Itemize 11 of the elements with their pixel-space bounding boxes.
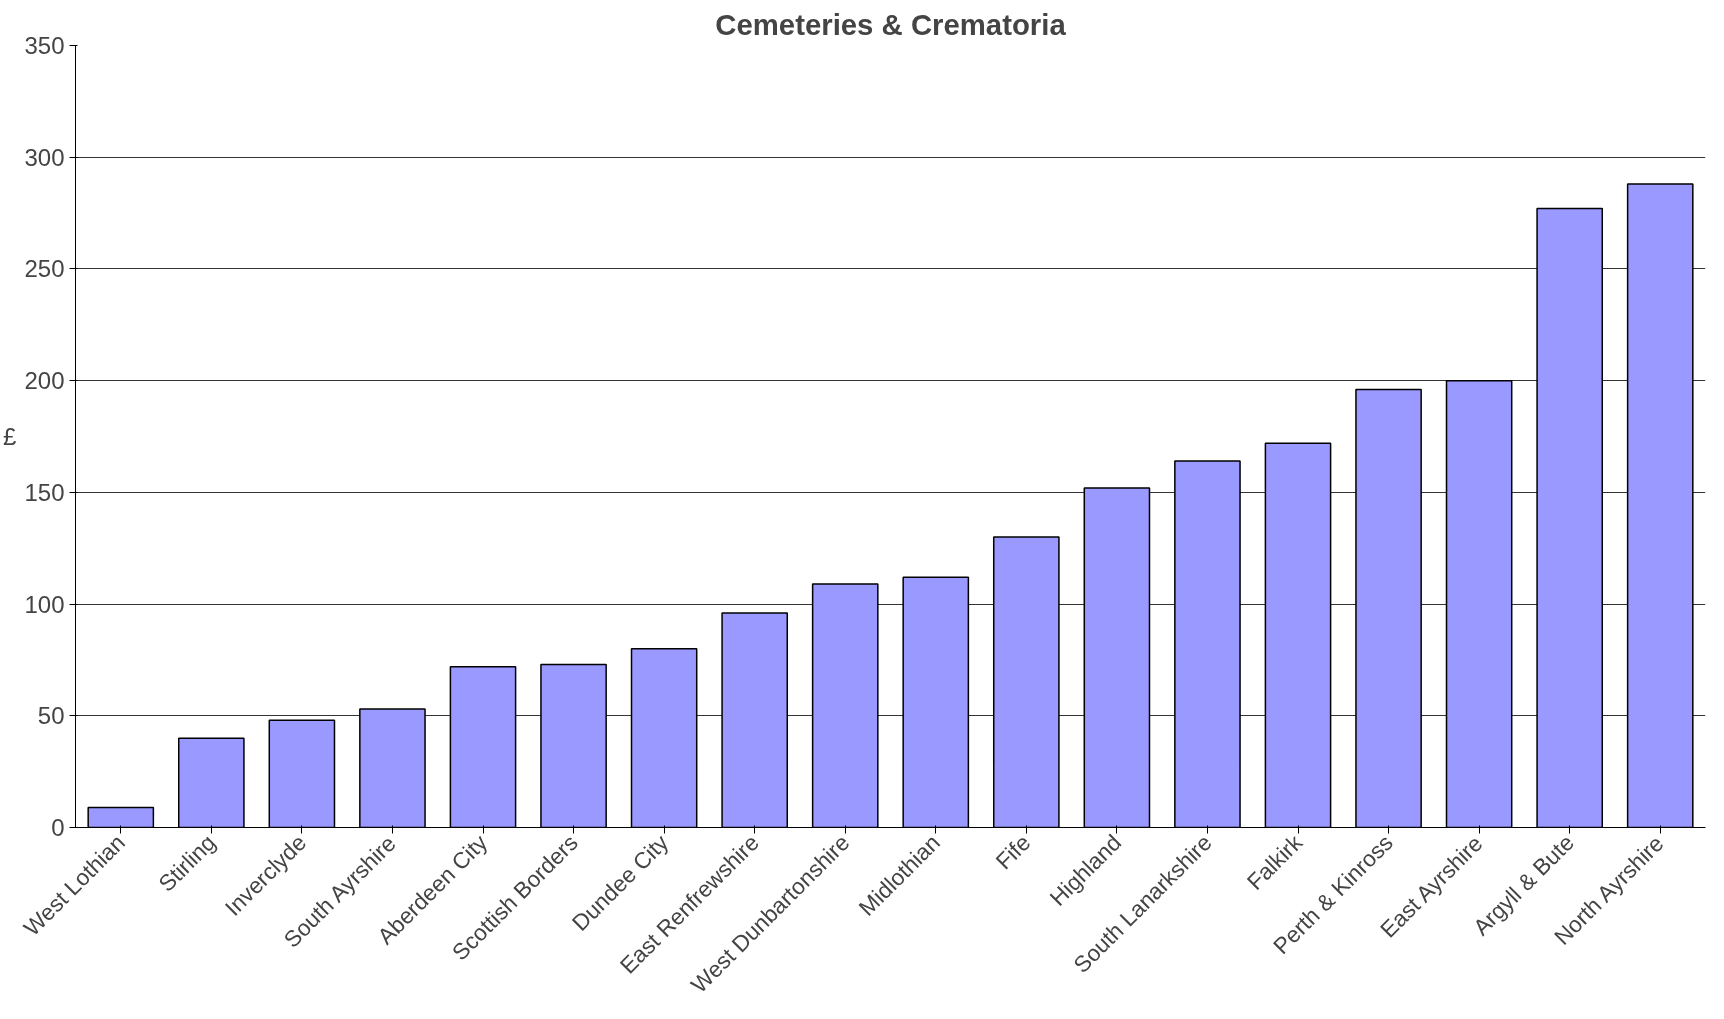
y-tick-label: 300 (24, 143, 65, 171)
y-tick-label: 0 (51, 814, 65, 841)
x-tick-label: Fife (990, 829, 1036, 875)
y-tick-label: 100 (24, 590, 65, 618)
y-tick-label: 150 (24, 478, 65, 506)
chart-title: Cemeteries & Crematoria (715, 7, 1067, 41)
y-tick-label: 250 (24, 255, 65, 283)
y-tick-label: 200 (24, 367, 65, 395)
y-tick-label: 350 (24, 32, 65, 59)
y-axis-title: £ (3, 423, 17, 450)
y-tick-label: 50 (37, 702, 65, 730)
